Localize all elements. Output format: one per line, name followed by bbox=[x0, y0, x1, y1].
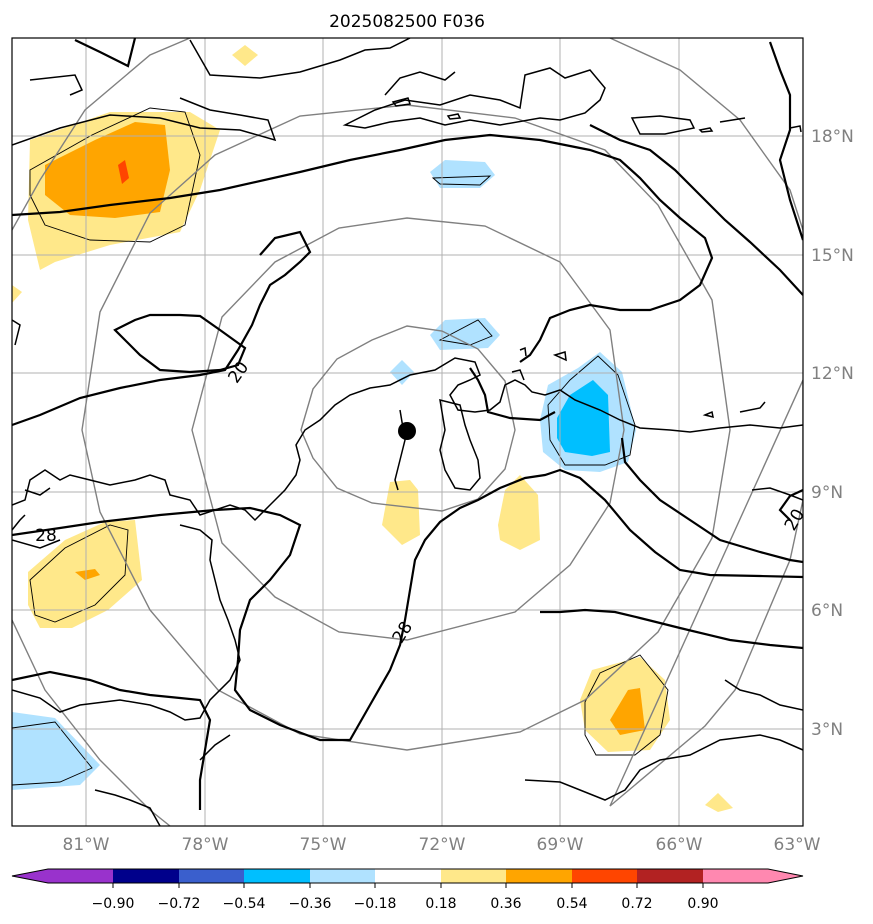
colorbar-tick-label: 0.36 bbox=[490, 896, 521, 912]
positive-anomaly-south-east bbox=[498, 475, 540, 550]
colorbar-tick-label: 0.72 bbox=[621, 896, 652, 912]
colorbar-swatch bbox=[375, 869, 441, 883]
colorbar-swatch bbox=[113, 869, 179, 883]
lat-label-3n: 3°N bbox=[811, 720, 843, 740]
colorbar-swatch bbox=[441, 869, 506, 883]
positive-anomaly-south-center bbox=[382, 480, 420, 545]
colorbar-swatch bbox=[572, 869, 637, 883]
colorbar-swatch bbox=[48, 869, 113, 883]
range-rings bbox=[12, 38, 803, 826]
lat-label-18n: 18°N bbox=[811, 127, 854, 147]
anomaly-outlines bbox=[12, 107, 669, 786]
lon-label-75w: 75°W bbox=[300, 835, 347, 855]
colorbar-swatch bbox=[179, 869, 244, 883]
lat-label-15n: 15°N bbox=[811, 246, 854, 266]
colorbar-swatch bbox=[637, 869, 703, 883]
colorbar-swatch bbox=[310, 869, 375, 883]
lon-label-63w: 63°W bbox=[774, 835, 821, 855]
colorbar-tick-label: −0.72 bbox=[158, 896, 201, 912]
colorbar-tick-label: 0.90 bbox=[687, 896, 718, 912]
colorbar-swatch bbox=[506, 869, 572, 883]
lat-label-12n: 12°N bbox=[811, 364, 854, 384]
map-frame bbox=[11, 37, 804, 827]
longitude-labels: 81°W 78°W 75°W 72°W 69°W 66°W 63°W bbox=[63, 835, 821, 855]
positive-anomaly-nw-inner bbox=[45, 122, 170, 218]
negative-anomaly-north bbox=[430, 160, 495, 188]
lon-label-69w: 69°W bbox=[537, 835, 584, 855]
lon-label-72w: 72°W bbox=[419, 835, 466, 855]
positive-anomaly-sw-inner bbox=[75, 569, 100, 580]
colorbar-tick-label: −0.18 bbox=[354, 896, 397, 912]
negative-anomaly-center bbox=[430, 318, 500, 350]
coastlines bbox=[12, 38, 803, 826]
contour-label-28-west: 28 bbox=[35, 526, 57, 546]
colorbar-tick-label: −0.54 bbox=[223, 896, 266, 912]
max-anomaly-nw bbox=[118, 160, 129, 184]
colorbar-tick-label: 0.54 bbox=[556, 896, 587, 912]
colorbar-extend-high bbox=[768, 869, 803, 883]
colorbar-tick-label: −0.90 bbox=[92, 896, 135, 912]
latitude-labels: 18°N 15°N 12°N 9°N 6°N 3°N bbox=[811, 127, 854, 740]
thick-contours bbox=[12, 38, 803, 810]
storm-center-marker bbox=[398, 422, 416, 440]
positive-anomaly-se-inner bbox=[610, 688, 645, 735]
colorbar: −0.90 −0.72 −0.54 −0.36 −0.18 0.18 0.36 … bbox=[11, 868, 804, 912]
lon-label-78w: 78°W bbox=[182, 835, 229, 855]
positive-anomaly-se-small bbox=[705, 793, 733, 812]
graticule bbox=[12, 38, 803, 826]
colorbar-tick-label: 0.18 bbox=[425, 896, 456, 912]
positive-anomaly-top bbox=[232, 45, 258, 66]
colorbar-ticks bbox=[112, 883, 704, 888]
lon-label-81w: 81°W bbox=[63, 835, 110, 855]
map-area: 20 28 28 20 bbox=[12, 38, 803, 826]
colorbar-extend-low bbox=[12, 869, 48, 883]
colorbar-outline bbox=[11, 868, 804, 884]
colorbar-tick-label: −0.36 bbox=[289, 896, 332, 912]
strong-negative-anomaly-east bbox=[557, 380, 610, 456]
map-title: 2025082500 F036 bbox=[329, 12, 485, 32]
colorbar-swatch bbox=[244, 869, 310, 883]
lat-label-9n: 9°N bbox=[811, 483, 843, 503]
lon-label-66w: 66°W bbox=[656, 835, 703, 855]
lat-label-6n: 6°N bbox=[811, 601, 843, 621]
colorbar-swatch bbox=[703, 869, 768, 883]
positive-anomaly-left-edge bbox=[12, 285, 22, 303]
shaded-fields bbox=[12, 45, 733, 812]
negative-anomaly-sw bbox=[12, 712, 100, 790]
